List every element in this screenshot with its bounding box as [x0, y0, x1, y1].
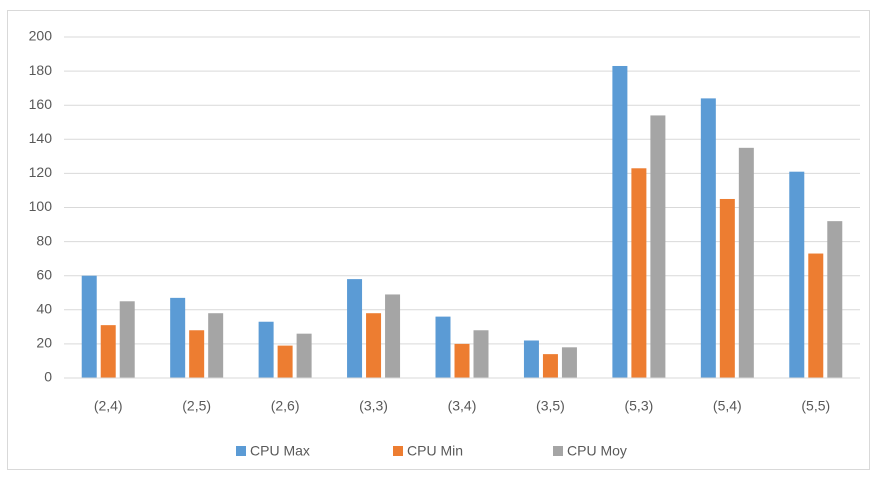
- y-tick-label: 160: [29, 96, 53, 112]
- bar: [700, 98, 716, 378]
- y-tick-label: 140: [29, 130, 53, 146]
- y-tick-label: 40: [36, 301, 52, 317]
- bar: [542, 354, 558, 378]
- legend-swatch: [553, 446, 563, 456]
- bar: [258, 321, 274, 378]
- bar: [561, 347, 577, 378]
- y-tick-label: 80: [36, 232, 52, 248]
- legend-swatch: [393, 446, 403, 456]
- y-tick-label: 180: [29, 62, 53, 78]
- bar: [119, 301, 135, 378]
- bar: [827, 221, 843, 378]
- bar: [81, 275, 97, 378]
- bar: [347, 279, 363, 378]
- y-tick-label: 20: [36, 335, 52, 351]
- x-tick-label: (3,5): [536, 398, 565, 414]
- bar: [435, 316, 451, 378]
- bar: [612, 65, 628, 379]
- bar: [366, 313, 382, 378]
- x-tick-label: (3,4): [448, 398, 477, 414]
- bar: [277, 345, 293, 378]
- y-tick-label: 200: [29, 28, 53, 44]
- bar: [208, 313, 224, 378]
- legend-label: CPU Moy: [567, 443, 627, 459]
- y-tick-label: 120: [29, 164, 53, 180]
- y-tick-label: 60: [36, 266, 52, 282]
- bar: [789, 171, 805, 378]
- bar: [189, 330, 205, 378]
- bar: [738, 147, 754, 378]
- bar: [454, 343, 470, 378]
- x-tick-label: (5,5): [801, 398, 830, 414]
- bar: [385, 294, 401, 378]
- x-tick-label: (2,5): [182, 398, 211, 414]
- x-tick-label: (5,4): [713, 398, 742, 414]
- y-tick-label: 100: [29, 198, 53, 214]
- legend-label: CPU Min: [407, 443, 463, 459]
- bar: [719, 198, 735, 378]
- x-tick-label: (2,4): [94, 398, 123, 414]
- bar: [631, 168, 647, 378]
- bar: [100, 325, 116, 378]
- bar: [523, 340, 539, 378]
- bar: [296, 333, 312, 378]
- bar: [650, 115, 666, 379]
- bar: [170, 297, 186, 378]
- y-tick-label: 0: [44, 369, 52, 385]
- bar: [473, 330, 489, 378]
- x-tick-label: (5,3): [624, 398, 653, 414]
- legend-swatch: [236, 446, 246, 456]
- x-tick-label: (2,6): [271, 398, 300, 414]
- x-tick-label: (3,3): [359, 398, 388, 414]
- legend-label: CPU Max: [250, 443, 310, 459]
- bar: [808, 253, 824, 378]
